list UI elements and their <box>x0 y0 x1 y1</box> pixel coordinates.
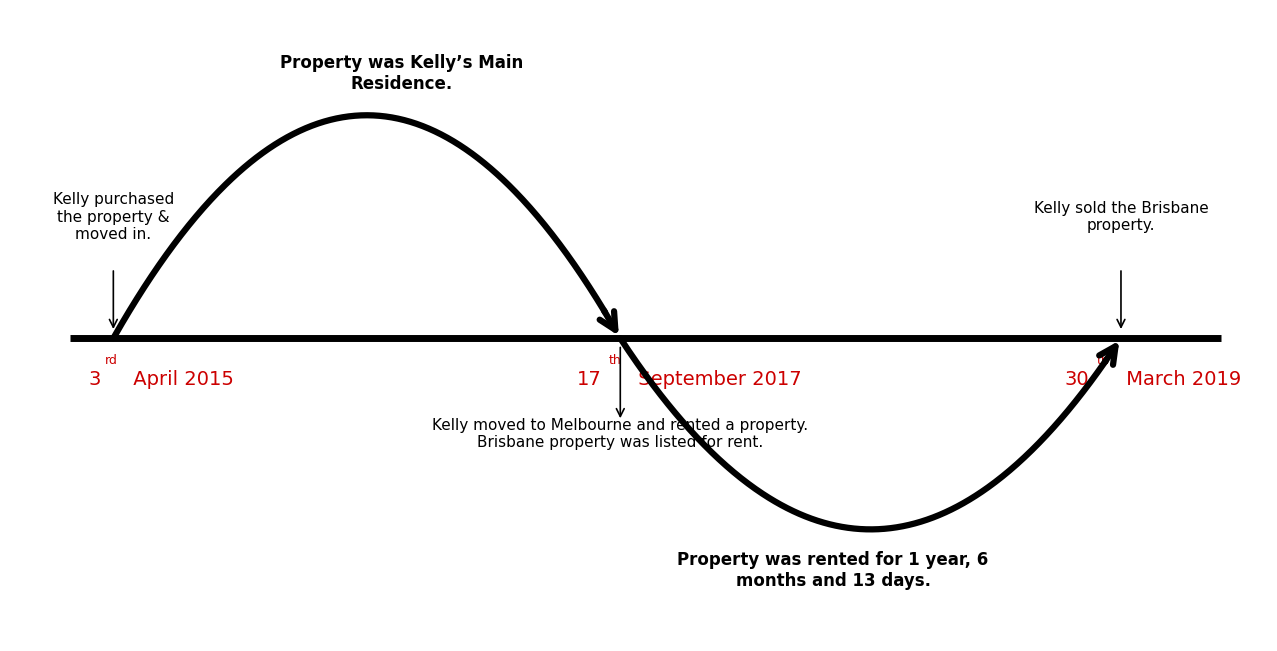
Text: Kelly purchased
the property &
moved in.: Kelly purchased the property & moved in. <box>52 192 174 242</box>
Text: th: th <box>1097 354 1110 367</box>
Text: th: th <box>609 354 622 367</box>
Text: 30: 30 <box>1065 370 1089 389</box>
Text: March 2019: March 2019 <box>1120 370 1241 389</box>
Text: 17: 17 <box>576 370 601 389</box>
Text: Property was rented for 1 year, 6
months and 13 days.: Property was rented for 1 year, 6 months… <box>678 551 988 590</box>
Text: rd: rd <box>105 354 117 367</box>
Text: Property was Kelly’s Main
Residence.: Property was Kelly’s Main Residence. <box>280 55 522 93</box>
Text: Kelly moved to Melbourne and rented a property.
Brisbane property was listed for: Kelly moved to Melbourne and rented a pr… <box>432 418 808 450</box>
Text: Kelly sold the Brisbane
property.: Kelly sold the Brisbane property. <box>1033 201 1208 234</box>
Text: April 2015: April 2015 <box>128 370 234 389</box>
Text: September 2017: September 2017 <box>632 370 801 389</box>
Text: 3: 3 <box>88 370 101 389</box>
